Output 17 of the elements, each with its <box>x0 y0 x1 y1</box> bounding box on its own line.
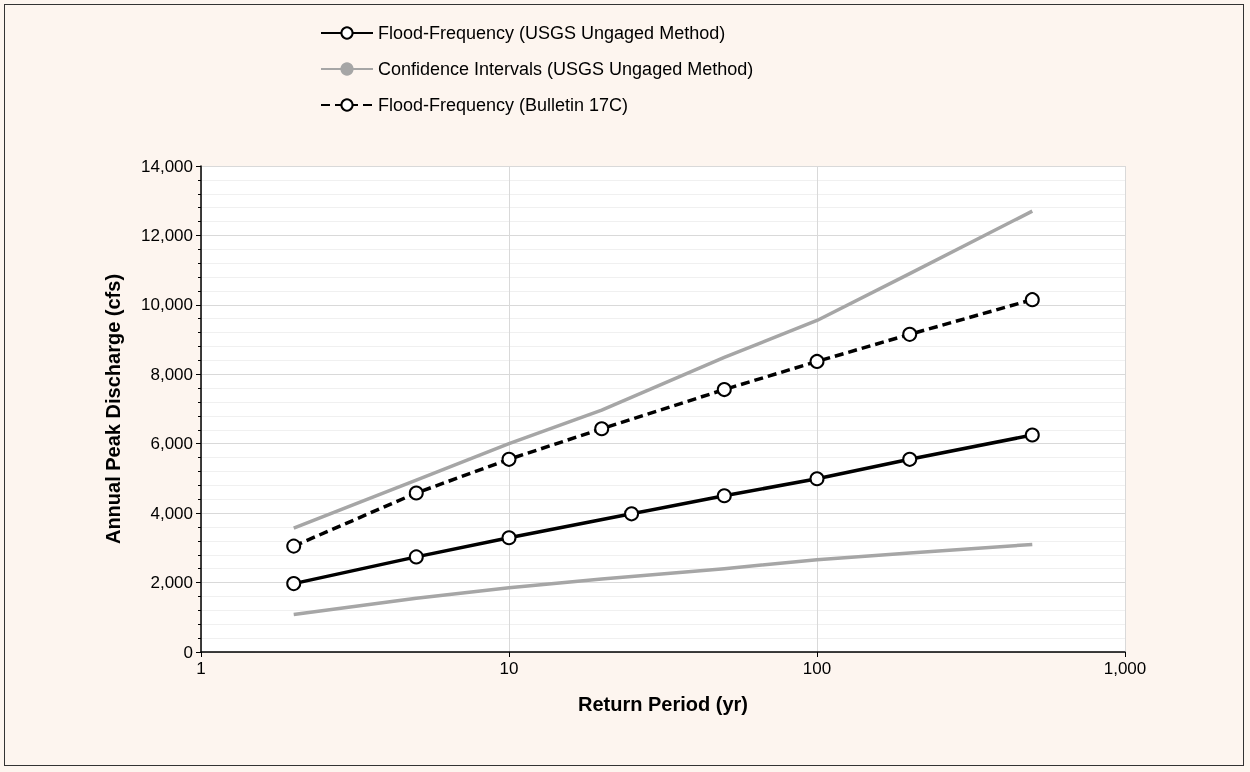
x-axis-title: Return Period (yr) <box>577 693 749 715</box>
x-tick-label: 100 <box>802 659 832 678</box>
legend-label: Flood-Frequency (USGS Ungaged Method) <box>378 23 726 43</box>
y-tick-label: 12,000 <box>141 225 193 245</box>
y-tick-label: 4,000 <box>150 503 193 523</box>
legend-label: Flood-Frequency (Bulletin 17C) <box>378 95 629 115</box>
y-tick-label: 2,000 <box>150 573 193 593</box>
x-tick-label: 1,000 <box>1103 659 1147 678</box>
y-axis-title: Annual Peak Discharge (cfs) <box>102 273 124 545</box>
y-tick-label: 8,000 <box>150 364 193 384</box>
y-tick-label: 6,000 <box>150 434 193 454</box>
y-tick-label: 10,000 <box>141 295 193 315</box>
y-tick-label: 14,000 <box>141 156 193 176</box>
y-tick-label: 0 <box>183 642 193 662</box>
x-tick-label: 1 <box>196 659 206 678</box>
x-tick-label: 10 <box>499 659 519 678</box>
legend-label: Confidence Intervals (USGS Ungaged Method) <box>378 59 754 79</box>
